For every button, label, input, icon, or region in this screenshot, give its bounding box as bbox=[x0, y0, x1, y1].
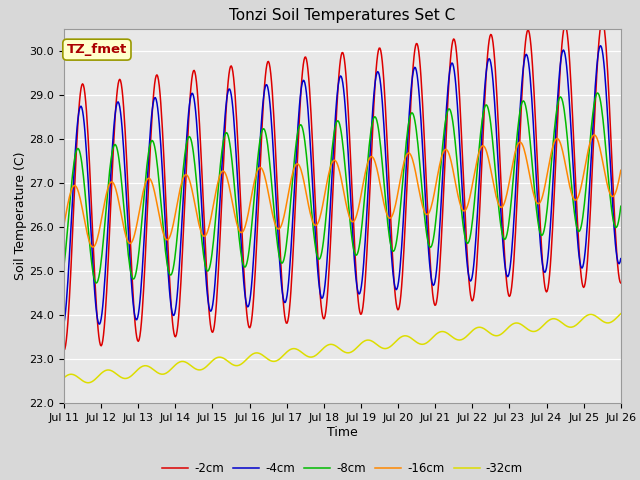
Line: -8cm: -8cm bbox=[64, 93, 621, 283]
-2cm bbox=[410, 53, 418, 59]
-2cm bbox=[184, 131, 192, 137]
Line: -4cm: -4cm bbox=[64, 46, 621, 324]
-16cm bbox=[214, 179, 222, 184]
-2cm bbox=[617, 280, 625, 286]
-8cm bbox=[93, 280, 100, 286]
-32cm bbox=[60, 375, 68, 381]
-16cm bbox=[617, 168, 625, 173]
-16cm bbox=[591, 132, 598, 138]
-16cm bbox=[185, 175, 193, 181]
-8cm bbox=[60, 263, 68, 269]
X-axis label: Time: Time bbox=[327, 426, 358, 439]
-32cm bbox=[185, 361, 193, 367]
-8cm bbox=[185, 134, 193, 140]
-4cm bbox=[185, 109, 193, 115]
-4cm bbox=[96, 321, 104, 327]
-32cm bbox=[214, 354, 222, 360]
-8cm bbox=[617, 204, 625, 209]
-16cm bbox=[128, 239, 136, 244]
Line: -32cm: -32cm bbox=[64, 313, 621, 383]
-8cm bbox=[411, 118, 419, 123]
-2cm bbox=[598, 18, 606, 24]
-2cm bbox=[60, 348, 68, 353]
-16cm bbox=[428, 204, 435, 210]
-32cm bbox=[428, 336, 435, 342]
-16cm bbox=[411, 166, 419, 171]
-4cm bbox=[428, 274, 435, 280]
-32cm bbox=[84, 380, 92, 385]
-16cm bbox=[70, 183, 78, 189]
-4cm bbox=[411, 64, 419, 70]
-16cm bbox=[60, 222, 68, 228]
Title: Tonzi Soil Temperatures Set C: Tonzi Soil Temperatures Set C bbox=[229, 9, 456, 24]
-32cm bbox=[128, 372, 136, 378]
-2cm bbox=[70, 196, 78, 202]
-8cm bbox=[594, 90, 602, 96]
-4cm bbox=[60, 321, 68, 326]
-32cm bbox=[70, 372, 78, 378]
-4cm bbox=[128, 289, 136, 295]
-4cm bbox=[597, 43, 605, 48]
-4cm bbox=[214, 232, 222, 238]
-8cm bbox=[70, 159, 78, 165]
Legend: -2cm, -4cm, -8cm, -16cm, -32cm: -2cm, -4cm, -8cm, -16cm, -32cm bbox=[157, 458, 527, 480]
-2cm bbox=[214, 287, 221, 292]
-2cm bbox=[127, 260, 135, 265]
Y-axis label: Soil Temperature (C): Soil Temperature (C) bbox=[13, 152, 27, 280]
-4cm bbox=[617, 256, 625, 262]
-8cm bbox=[428, 244, 435, 250]
-8cm bbox=[214, 186, 222, 192]
-16cm bbox=[89, 244, 97, 250]
Text: TZ_fmet: TZ_fmet bbox=[67, 43, 127, 56]
-32cm bbox=[411, 338, 419, 344]
-32cm bbox=[617, 311, 625, 316]
Line: -2cm: -2cm bbox=[64, 21, 621, 350]
-8cm bbox=[128, 275, 136, 280]
-4cm bbox=[70, 168, 78, 174]
-2cm bbox=[426, 260, 434, 266]
Line: -16cm: -16cm bbox=[64, 135, 621, 247]
